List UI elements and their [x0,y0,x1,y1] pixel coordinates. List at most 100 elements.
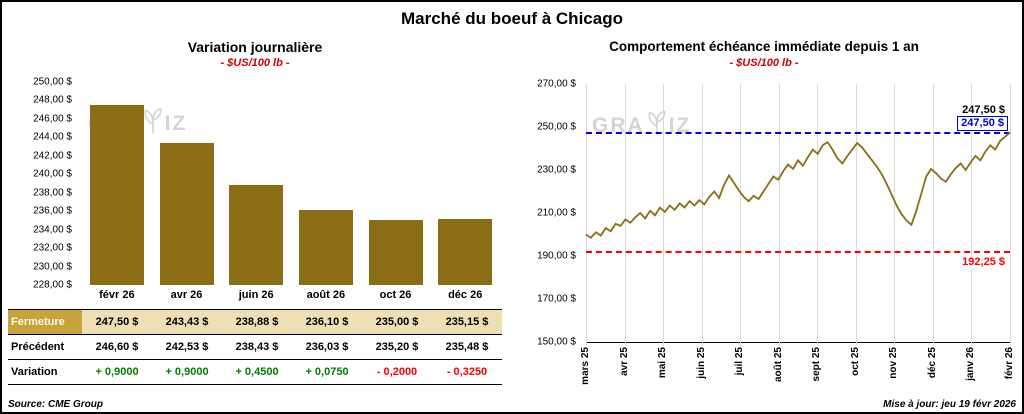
line-y-tick-label: 250,00 $ [537,121,576,133]
bar-column [152,82,222,285]
page-title: Marché du boeuf à Chicago [401,9,623,28]
bar-y-tick-label: 244,00 $ [33,131,72,143]
bar-series [82,82,500,285]
vertical-gridline [971,84,973,346]
table-cell: + 0,4500 [235,366,279,378]
bar-y-tick-label: 248,00 $ [33,94,72,106]
line-chart-title: Comportement échéance immédiate depuis 1… [609,39,919,54]
bar-column [430,82,500,285]
table-cell: 247,50 $ [95,316,139,328]
bar [229,184,284,285]
bar-y-tick-label: 250,00 $ [33,76,72,88]
table-cell: 236,10 $ [305,316,349,328]
bar-category-label: févr 26 [99,289,135,301]
line-x-labels: mars 25 avr 25 mai 25 juin 25 juil 25 août 25… [580,343,1015,399]
line-y-tick-label: 150,00 $ [537,336,576,348]
month-label: juil 25 [734,347,746,376]
bar-y-tick-label: 232,00 $ [33,242,72,254]
bar-y-tick-label: 238,00 $ [33,187,72,199]
bar [89,105,144,285]
table-row: Précédent 246,60 $ 242,53 $ 238,43 $ 236,03 … [8,335,502,360]
table-row-label: Fermeture [8,310,82,334]
line-y-tick-label: 170,00 $ [537,293,576,305]
table-row-values: 247,50 $ 243,43 $ 238,88 $ 236,10 $ 235,00 $… [82,310,502,334]
table-cell: 235,15 $ [445,316,489,328]
bar [438,219,493,285]
month-label: janv 26 [965,347,977,381]
table-cell: - 0,3250 [446,366,488,378]
line-y-tick-label: 230,00 $ [537,164,576,176]
vertical-gridline [701,84,703,346]
line-y-axis: 270,00 $ 250,00 $ 230,00 $ 210,00 $ 190,00 $… [514,79,580,348]
month-label: déc 25 [926,347,938,379]
line-y-tick-label: 210,00 $ [537,207,576,219]
table-row-values: 246,60 $ 242,53 $ 238,43 $ 236,03 $ 235,20 $… [82,335,502,359]
month-label: mai 25 [657,347,669,379]
front-month-panel: Comportement échéance immédiate depuis 1… [508,38,1020,399]
table-row-values: + 0,9000 + 0,9000 + 0,4500 + 0,0750 - 0,2000… [82,360,502,384]
bar-column [291,82,361,285]
month-label: févr 26 [1004,347,1015,380]
table-cell: 238,88 $ [235,316,279,328]
table-cell: 235,00 $ [375,316,419,328]
vertical-gridline [663,84,665,346]
vertical-gridline [894,84,896,346]
bar [298,210,353,285]
vertical-gridline [740,84,742,346]
bar-chart-title: Variation journalière [187,39,323,55]
bar-y-tick-label: 240,00 $ [33,168,72,180]
table-cell: 238,43 $ [235,341,279,353]
table-cell: 243,43 $ [165,316,209,328]
table-cell: 242,53 $ [165,341,209,353]
bar-column [221,82,291,285]
price-table: Fermeture 247,50 $ 243,43 $ 238,88 $ 236,10 … [8,309,502,385]
table-row: Variation + 0,9000 + 0,9000 + 0,4500 + 0,075… [8,360,502,385]
bar [159,142,214,285]
line-plot: GRA IZ 270,00 $250,00 $230,00 $210,00 $1… [537,79,1011,348]
bar-y-tick-label: 234,00 $ [33,224,72,236]
table-row: Fermeture 247,50 $ 243,43 $ 238,88 $ 236,10 … [8,310,502,335]
line-y-tick-label: 270,00 $ [537,78,576,90]
month-label: août 25 [772,347,784,383]
vertical-gridline [586,84,587,346]
bar-y-axis: 250,00 $ 248,00 $ 246,00 $ 244,00 $ 242,00 $… [12,77,76,291]
table-cell: + 0,9000 [165,366,209,378]
line-chart-subtitle: - $US/100 lb - [729,57,799,69]
bar-column [82,82,152,285]
line-y-tick-label: 190,00 $ [537,250,576,262]
reference-line [586,251,1010,254]
bar [368,220,423,285]
month-label: oct 25 [849,347,861,376]
table-cell: 236,03 $ [305,341,349,353]
bar-column [361,82,431,285]
bar-y-tick-label: 228,00 $ [33,279,72,291]
table-cell: 235,20 $ [375,341,419,353]
table-row-label: Précédent [11,341,65,353]
month-label: sept 25 [811,347,823,382]
bar-category-label: août 26 [306,289,346,301]
reference-label: 192,25 $ [959,256,1008,270]
source-note: Source: CME Group [8,399,104,410]
bar-chart-plot: GRA IZ 250,00 $248,00 $246,00 $244,00 $2… [33,77,500,291]
table-cell: + 0,9000 [95,366,139,378]
reference-label: 247,50 $ [959,104,1008,118]
vertical-gridline [624,84,626,346]
bar-y-tick-label: 236,00 $ [33,205,72,217]
bar-y-tick-label: 230,00 $ [33,261,72,273]
vertical-gridline [932,84,934,346]
bar-category-label: avr 26 [170,289,203,301]
month-label: avr 25 [618,347,630,376]
table-cell: + 0,0750 [305,366,349,378]
updated-note: Mise à jour: jeu 19 févr 2026 [883,399,1016,410]
vertical-gridline [1010,84,1011,346]
table-cell: 235,48 $ [445,341,489,353]
line-chart-area: GRA IZ 270,00 $250,00 $230,00 $210,00 $1… [537,79,1015,399]
vertical-gridline [817,84,819,346]
bar-category-label: oct 26 [379,289,412,301]
bar-chart-subtitle: - $US/100 lb - [220,57,290,69]
bar-category-label: juin 26 [238,289,274,301]
table-cell: - 0,2000 [376,366,418,378]
bar-y-tick-label: 242,00 $ [33,150,72,162]
price-line-series [585,131,1011,239]
